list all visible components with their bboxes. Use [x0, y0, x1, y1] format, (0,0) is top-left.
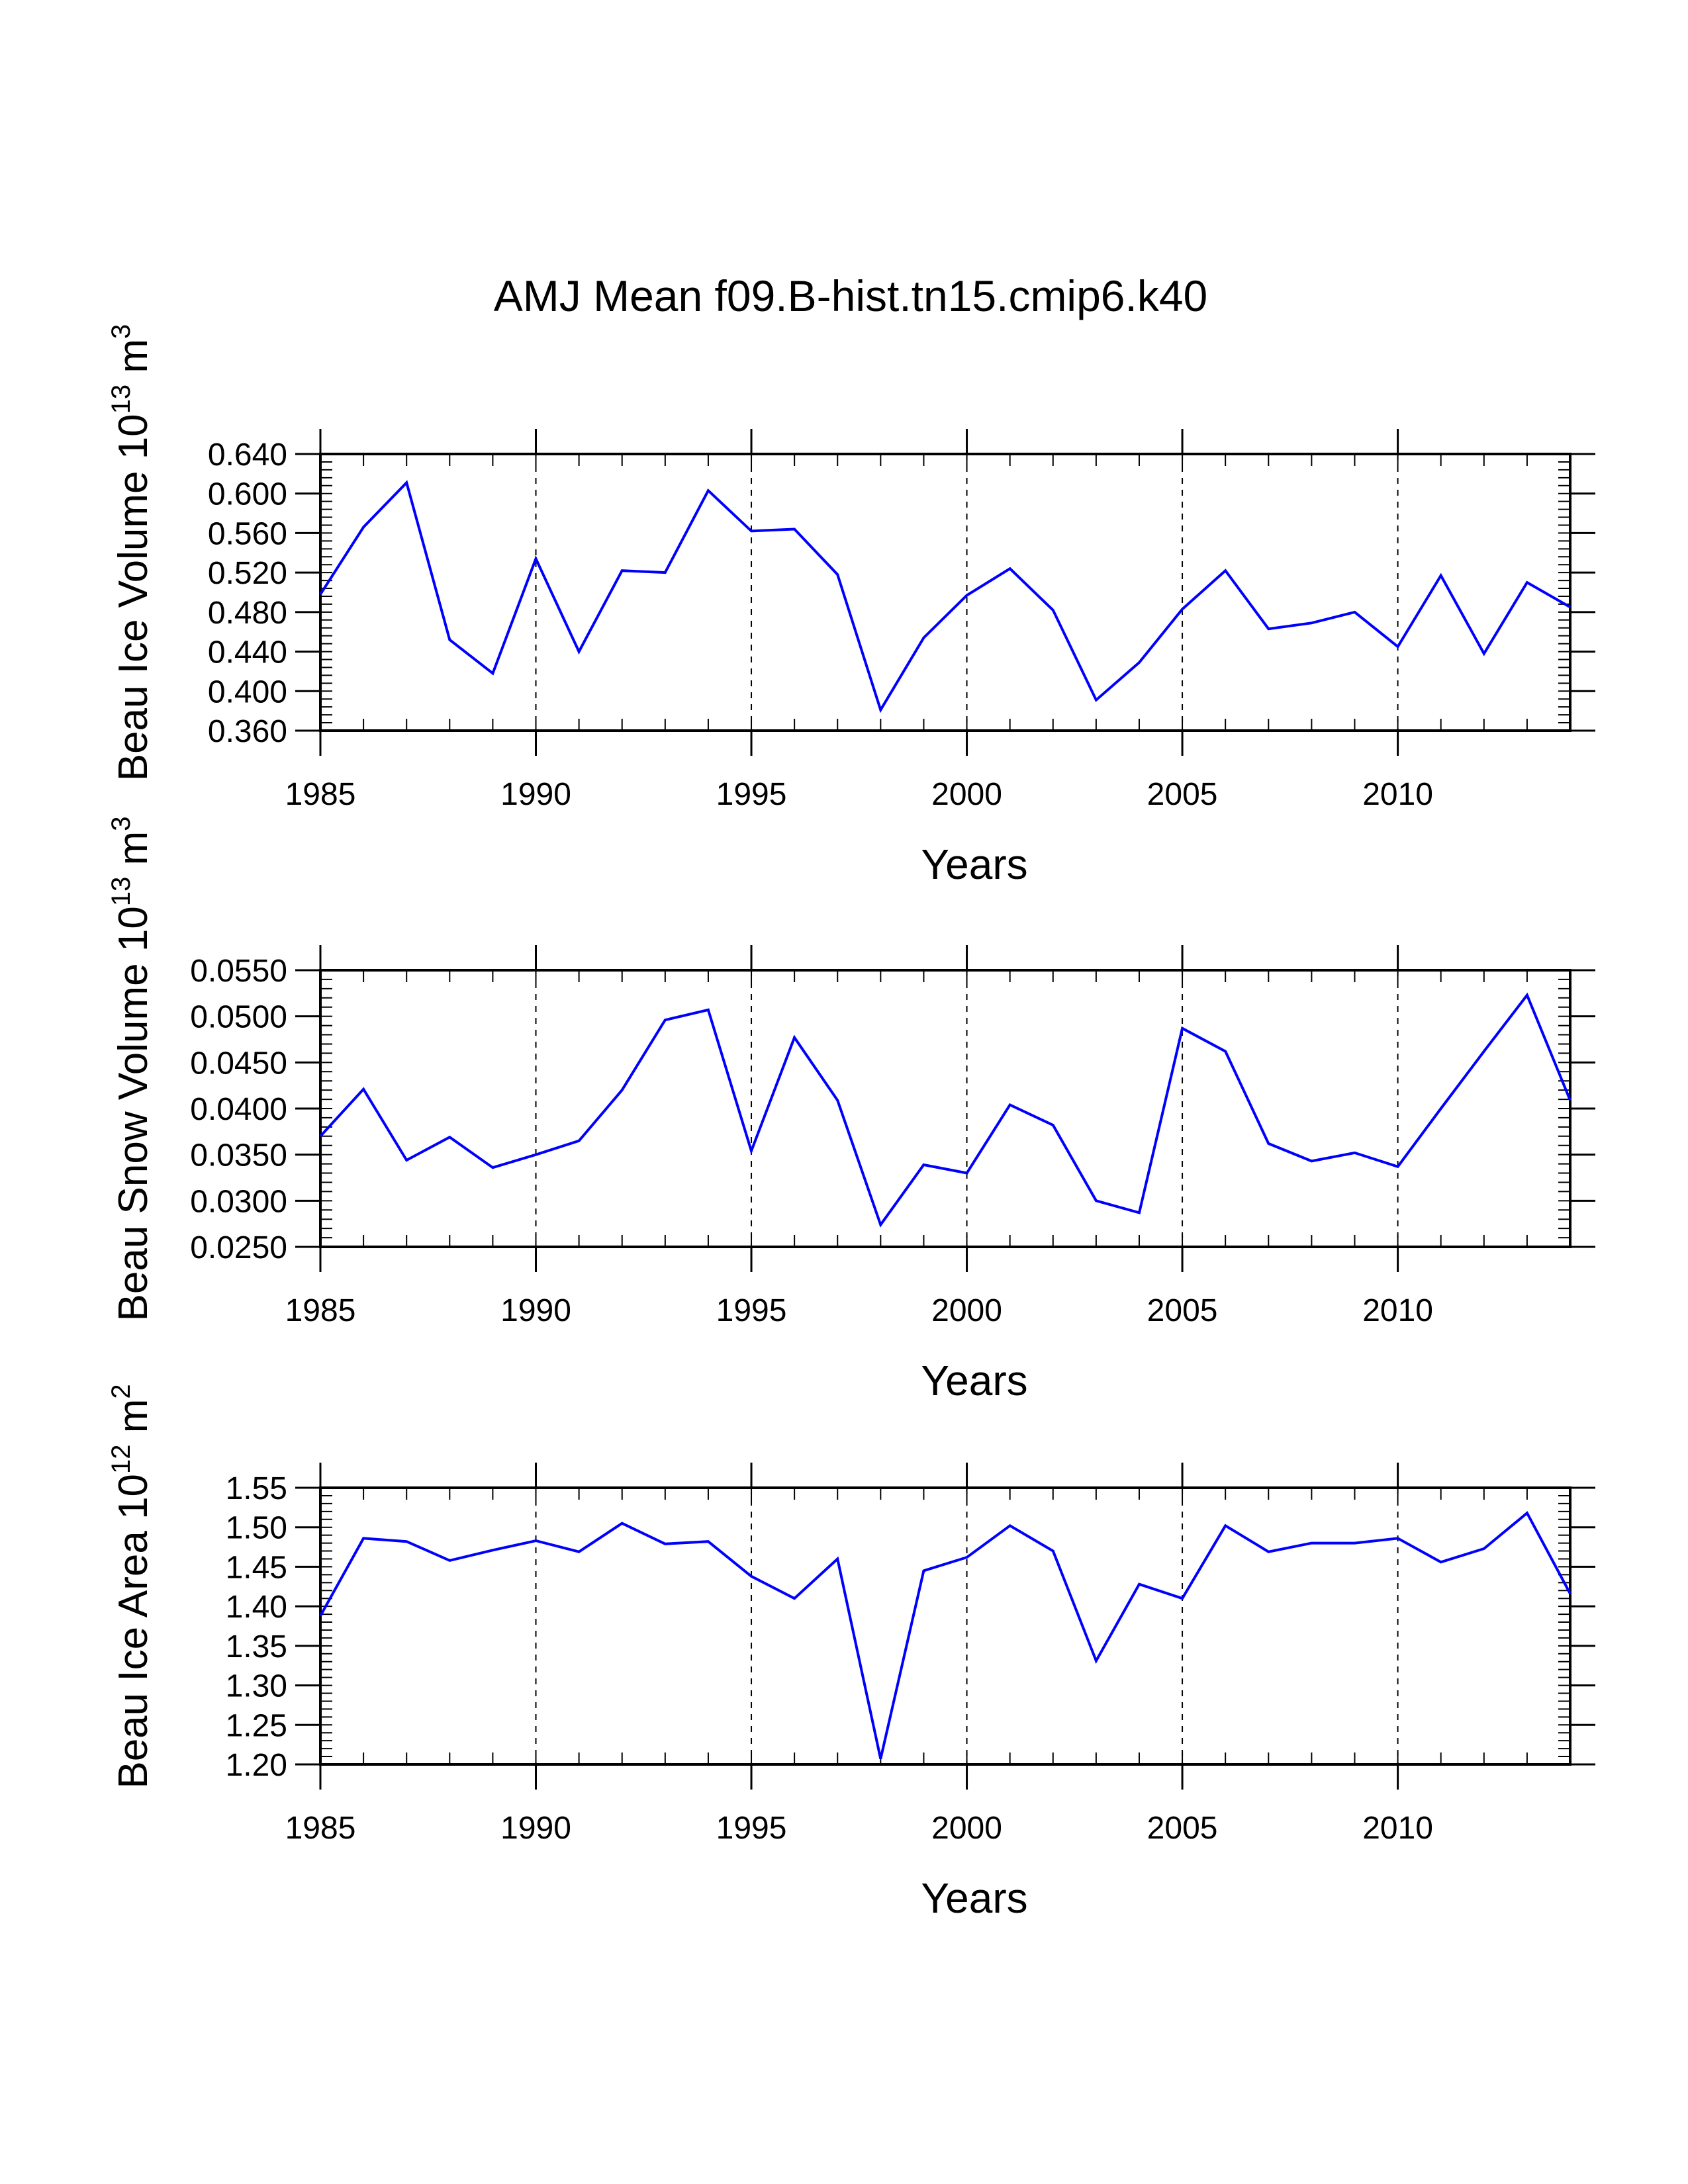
x-tick-label: 2005 [1147, 777, 1218, 812]
x-axis-title: Years [921, 1874, 1027, 1922]
y-tick-label: 1.35 [226, 1629, 287, 1664]
y-tick-label: 0.520 [208, 556, 287, 591]
x-tick-label: 1990 [500, 1293, 571, 1328]
panel-1: 1985 1990 1995 2000 2005 2010 0.360 0.400 0.440 0… [107, 324, 1595, 888]
x-tick-label: 1990 [500, 1811, 571, 1846]
y-tick-label: 0.440 [208, 635, 287, 670]
x-axis-title: Years [921, 841, 1027, 888]
x-tick-label: 2010 [1362, 1293, 1433, 1328]
y-axis-title: Beau Ice Area 1012 m2 [107, 1384, 156, 1788]
x-tick-label: 1990 [500, 777, 571, 812]
y-axis-title: Beau Ice Volume 1013 m3 [107, 324, 156, 782]
y-tick-label: 1.40 [226, 1590, 287, 1625]
y-tick-label: 1.45 [226, 1550, 287, 1585]
y-axis-title: Beau Snow Volume 1013 m3 [107, 817, 156, 1322]
y-tick-label: 0.560 [208, 516, 287, 551]
y-tick-label: 0.0550 [190, 954, 287, 989]
y-tick-label: 0.0450 [190, 1046, 287, 1081]
y-tick-label: 0.480 [208, 596, 287, 631]
panel-2: 1985 1990 1995 2000 2005 2010 0.0250 0.0300 0.03… [107, 817, 1595, 1404]
y-tick-label: 0.600 [208, 477, 287, 512]
x-tick-label: 1985 [285, 1293, 356, 1328]
x-tick-label: 2005 [1147, 1811, 1218, 1846]
series-line [319, 480, 1571, 713]
y-tick-label: 0.0300 [190, 1184, 287, 1219]
x-tick-label: 1985 [285, 777, 356, 812]
x-tick-label: 1995 [716, 777, 787, 812]
y-tick-label: 0.640 [208, 437, 287, 473]
y-tick-label: 1.30 [226, 1669, 287, 1704]
y-tick-label: 0.0500 [190, 1000, 287, 1035]
x-tick-label: 2000 [931, 1811, 1002, 1846]
y-tick-label: 0.0250 [190, 1230, 287, 1265]
y-tick-label: 0.0350 [190, 1138, 287, 1173]
y-tick-label: 1.20 [226, 1748, 287, 1783]
panels: 1985 1990 1995 2000 2005 2010 0.360 0.400 0.440 0… [107, 324, 1595, 1922]
series-line [319, 1511, 1571, 1760]
x-tick-label: 2000 [931, 777, 1002, 812]
x-tick-label: 2010 [1362, 777, 1433, 812]
figure-title: AMJ Mean f09.B-hist.tn15.cmip6.k40 [494, 271, 1208, 320]
y-tick-label: 1.25 [226, 1708, 287, 1743]
y-tick-label: 0.400 [208, 674, 287, 709]
x-tick-label: 1995 [716, 1293, 787, 1328]
series-line [319, 992, 1571, 1228]
y-tick-label: 1.50 [226, 1511, 287, 1546]
x-axis-title: Years [921, 1357, 1027, 1404]
x-tick-label: 2005 [1147, 1293, 1218, 1328]
y-tick-label: 0.0400 [190, 1092, 287, 1127]
plot-frame [319, 1486, 1571, 1766]
x-tick-label: 1995 [716, 1811, 787, 1846]
x-tick-label: 2010 [1362, 1811, 1433, 1846]
panel-3: 1985 1990 1995 2000 2005 2010 1.20 1.25 1.30 1.35… [107, 1384, 1595, 1922]
x-tick-label: 2000 [931, 1293, 1002, 1328]
x-tick-label: 1985 [285, 1811, 356, 1846]
y-tick-label: 0.360 [208, 714, 287, 749]
y-tick-label: 1.55 [226, 1471, 287, 1506]
